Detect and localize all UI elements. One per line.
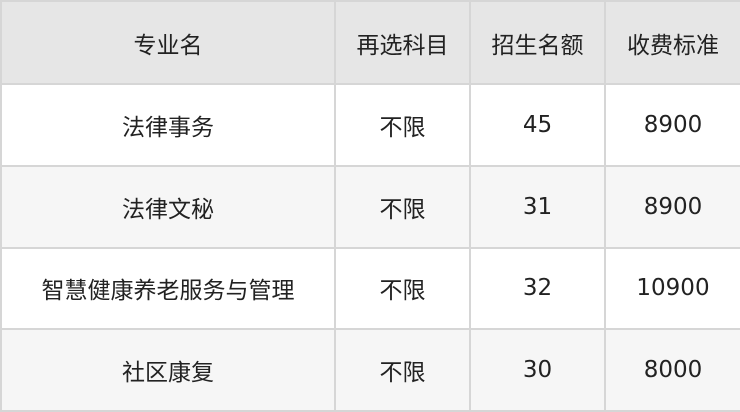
- header-subject: 再选科目: [334, 0, 471, 85]
- table-row: 智慧健康养老服务与管理 不限 32 10900: [0, 246, 740, 331]
- header-fee: 收费标准: [604, 0, 740, 85]
- cell-subject: 不限: [334, 164, 471, 249]
- header-major: 专业名: [0, 0, 336, 85]
- cell-quota: 30: [469, 328, 606, 412]
- table-row: 法律文秘 不限 31 8900: [0, 164, 740, 249]
- cell-subject: 不限: [334, 246, 471, 331]
- cell-major: 法律事务: [0, 83, 336, 167]
- header-quota: 招生名额: [469, 0, 606, 85]
- table-row: 法律事务 不限 45 8900: [0, 83, 740, 167]
- table-row: 社区康复 不限 30 8000: [0, 328, 740, 412]
- cell-fee: 8900: [604, 83, 740, 167]
- cell-major: 智慧健康养老服务与管理: [0, 246, 336, 331]
- cell-fee: 8900: [604, 164, 740, 249]
- cell-major: 社区康复: [0, 328, 336, 412]
- cell-subject: 不限: [334, 328, 471, 412]
- cell-fee: 10900: [604, 246, 740, 331]
- header-row: 专业名 再选科目 招生名额 收费标准: [0, 0, 740, 85]
- cell-major: 法律文秘: [0, 164, 336, 249]
- cell-quota: 32: [469, 246, 606, 331]
- cell-quota: 31: [469, 164, 606, 249]
- cell-subject: 不限: [334, 83, 471, 167]
- cell-fee: 8000: [604, 328, 740, 412]
- cell-quota: 45: [469, 83, 606, 167]
